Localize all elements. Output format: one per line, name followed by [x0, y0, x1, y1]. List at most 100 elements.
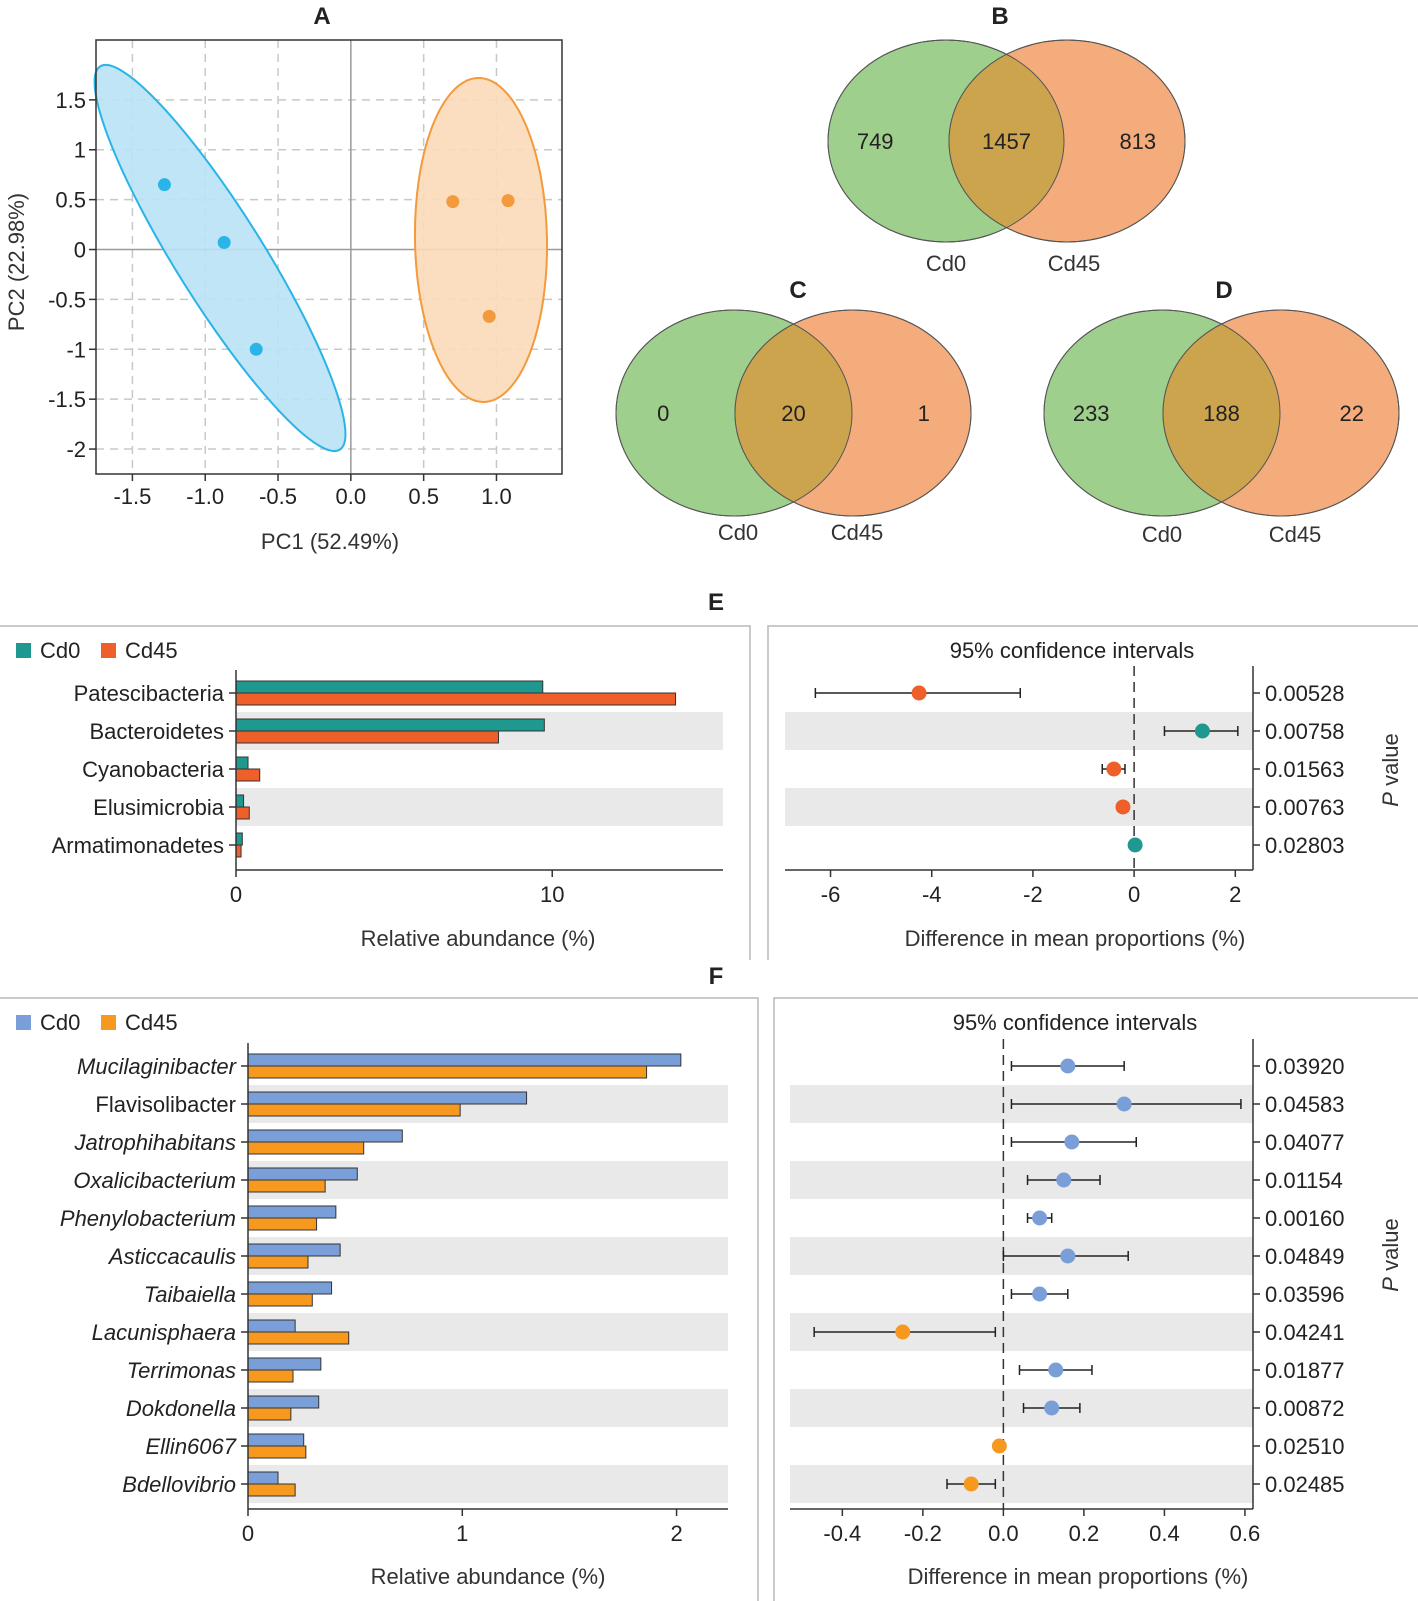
category-label: Taibaiella — [144, 1282, 236, 1307]
cd45-set-label: Cd45 — [1048, 251, 1101, 276]
legend-label-cd45: Cd45 — [125, 638, 178, 663]
bar-cd45 — [247, 1217, 318, 1231]
cd0-outline — [615, 309, 853, 517]
bar-cd0 — [247, 1319, 296, 1333]
bar-cd0 — [247, 1357, 322, 1371]
cd45-point — [446, 195, 460, 209]
p-value-label: 0.02510 — [1265, 1434, 1345, 1459]
p-value-label: 0.01877 — [1265, 1358, 1345, 1383]
legend-swatch-cd0 — [16, 643, 31, 658]
venn-diagram-c: C 0 20 1 Cd0 Cd45 — [615, 277, 972, 545]
y-tick-label: 1 — [74, 138, 86, 163]
x-tick-label: 0.0 — [988, 1521, 1019, 1546]
bar-cd0 — [247, 1281, 333, 1295]
x-tick-label: 2 — [670, 1521, 682, 1546]
x-tick-label: -1.0 — [186, 484, 224, 509]
cd45-outline — [948, 39, 1186, 243]
category-label: Terrimonas — [127, 1358, 236, 1383]
phylum-abundance-bar-chart: E Cd0 Cd45 Patescibacteria Bacteroidetes Cyan… — [16, 589, 724, 951]
right-only-count: 22 — [1340, 401, 1364, 426]
left-only-count: 749 — [857, 129, 894, 154]
y-tick-label: -0.5 — [48, 287, 86, 312]
mean-difference-point — [1194, 723, 1210, 739]
bar-cd45 — [247, 1065, 648, 1079]
mean-difference-point — [1044, 1400, 1060, 1416]
row-band — [790, 1161, 1253, 1199]
x-axis-label: Difference in mean proportions (%) — [905, 926, 1246, 951]
legend-swatch-cd0 — [16, 1015, 31, 1030]
cd0-set-label: Cd0 — [718, 520, 758, 545]
category-label: Dokdonella — [126, 1396, 236, 1421]
row-band — [790, 1465, 1253, 1503]
row-band — [790, 1389, 1253, 1427]
pca-plot: A -1.5 -1.0 -0.5 0.0 0.5 1.0 1.5 1 0.5 0 -0.5 -1 -1.5… — [4, 3, 563, 554]
cd45-point — [482, 309, 496, 323]
x-tick-label: 0.5 — [408, 484, 439, 509]
bar-cd45 — [247, 1445, 307, 1459]
ci-title: 95% confidence intervals — [950, 638, 1195, 663]
overlap-region — [949, 40, 1064, 242]
bar-cd45 — [247, 1293, 313, 1307]
mean-difference-point — [1060, 1248, 1076, 1264]
phylum-confidence-interval-plot: 95% confidence intervals 0.00528 0.00758 0.… — [785, 638, 1403, 951]
category-label: Lacunisphaera — [92, 1320, 236, 1345]
bar-cd0 — [247, 1395, 320, 1409]
legend-label-cd45: Cd45 — [125, 1010, 178, 1035]
legend-swatch-cd45 — [101, 1015, 116, 1030]
y-axis-label: PC2 (22.98%) — [4, 193, 29, 331]
category-label: Cyanobacteria — [82, 757, 225, 782]
cd45-point — [501, 194, 515, 208]
overlap-count: 20 — [781, 401, 805, 426]
legend-swatch-cd45 — [101, 643, 116, 658]
panel-label: F — [709, 963, 724, 990]
y-tick-label: 0.5 — [55, 188, 86, 213]
x-axis-label: Relative abundance (%) — [361, 926, 596, 951]
category-label: Phenylobacterium — [60, 1206, 236, 1231]
legend-label-cd0: Cd0 — [40, 1010, 80, 1035]
bar-cd45 — [235, 768, 261, 782]
plot-frame — [95, 39, 563, 475]
cd0-set-label: Cd0 — [926, 251, 966, 276]
panel-label: C — [789, 277, 806, 304]
bar-cd0 — [235, 794, 245, 808]
e-right-frame — [767, 625, 1418, 960]
venn-diagram-b: B 749 1457 813 Cd0 Cd45 — [827, 3, 1186, 276]
mean-difference-point — [1116, 1096, 1132, 1112]
left-only-count: 233 — [1073, 401, 1110, 426]
mean-difference-point — [895, 1324, 911, 1340]
category-label: Flavisolibacter — [95, 1092, 236, 1117]
bar-cd45 — [247, 1141, 365, 1155]
cd0-set-label: Cd0 — [1142, 522, 1182, 547]
bar-cd0 — [247, 1129, 403, 1143]
mean-difference-point — [963, 1476, 979, 1492]
bar-cd45 — [247, 1331, 350, 1345]
x-tick-label: -0.2 — [904, 1521, 942, 1546]
mean-difference-point — [1048, 1362, 1064, 1378]
y-tick-label: -1 — [66, 337, 86, 362]
p-value-axis-title: P value — [1378, 733, 1403, 806]
bar-cd45 — [247, 1369, 294, 1383]
f-right-frame — [773, 997, 1418, 1601]
cd45-ellipse — [413, 77, 549, 403]
panel-label: B — [991, 3, 1008, 30]
x-tick-label: 0.0 — [336, 484, 367, 509]
p-value-label: 0.02803 — [1265, 833, 1345, 858]
bar-cd0 — [247, 1053, 682, 1067]
x-tick-label: -6 — [821, 882, 841, 907]
p-value-word: value — [1378, 1218, 1403, 1277]
bar-cd45 — [235, 692, 677, 706]
bar-cd0 — [247, 1167, 358, 1181]
p-value-label: 0.04583 — [1265, 1092, 1345, 1117]
p-value-label: 0.04849 — [1265, 1244, 1345, 1269]
p-value-axis-title: P value — [1378, 1218, 1403, 1291]
category-label: Elusimicrobia — [93, 795, 225, 820]
category-label: Mucilaginibacter — [77, 1054, 238, 1079]
p-value-label: 0.04077 — [1265, 1130, 1345, 1155]
cd0-point — [217, 236, 231, 250]
mean-difference-point — [1064, 1134, 1080, 1150]
category-label: Armatimonadetes — [52, 833, 224, 858]
y-tick-label: -2 — [66, 437, 86, 462]
p-value-word: value — [1378, 733, 1403, 792]
right-only-count: 813 — [1119, 129, 1156, 154]
